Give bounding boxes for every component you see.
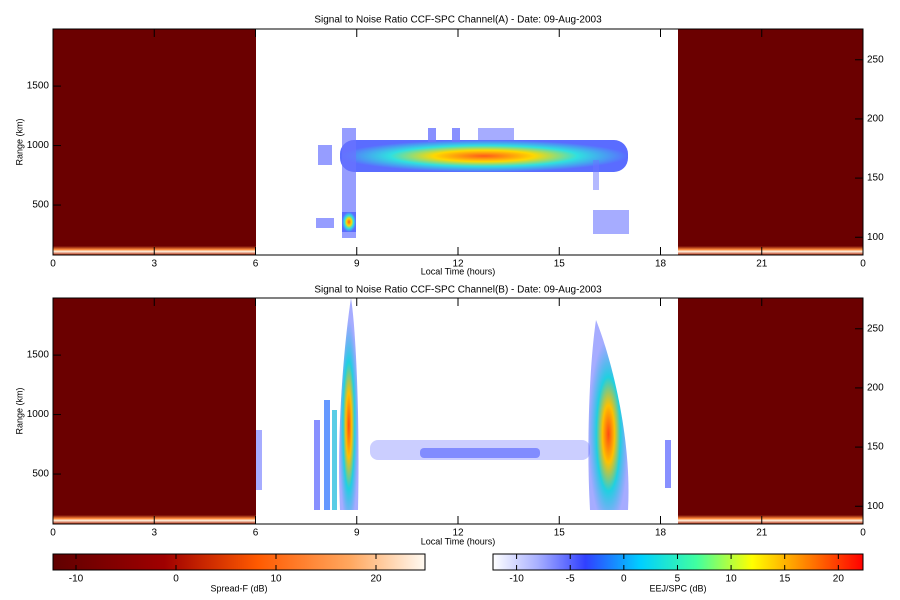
y2-tick-label: 100 bbox=[867, 232, 884, 243]
colorbar-tick-label: 15 bbox=[779, 574, 791, 585]
y-tick-label: 1500 bbox=[27, 81, 50, 92]
x-axis-label: Local Time (hours) bbox=[421, 536, 496, 546]
y2-tick-label: 150 bbox=[867, 173, 884, 184]
y-axis-label: Range (km) bbox=[14, 118, 24, 165]
y-axis-label: Range (km) bbox=[14, 387, 24, 434]
x-tick-label: 6 bbox=[253, 259, 259, 270]
x-tick-label: 3 bbox=[151, 528, 157, 539]
x-tick-label: 0 bbox=[50, 528, 56, 539]
y2-tick-label: 100 bbox=[867, 501, 884, 512]
y2-tick-label: 200 bbox=[867, 114, 884, 125]
x-axis-label: Local Time (hours) bbox=[421, 266, 496, 276]
colorbar-tick-label: -10 bbox=[509, 574, 524, 585]
colorbar-tick-label: -10 bbox=[69, 574, 84, 585]
x-tick-label: 21 bbox=[756, 259, 768, 270]
y2-tick-label: 200 bbox=[867, 383, 884, 394]
colorbar-tick-label: 10 bbox=[726, 574, 738, 585]
y-tick-label: 500 bbox=[32, 469, 49, 480]
colorbar-tick-label: 20 bbox=[833, 574, 845, 585]
x-tick-label: 21 bbox=[756, 528, 768, 539]
chart-title: Signal to Noise Ratio CCF-SPC Channel(B)… bbox=[314, 285, 602, 296]
colorbar-tick-label: 5 bbox=[675, 574, 681, 585]
colorbar-tick-label: -5 bbox=[566, 574, 575, 585]
colorbar bbox=[52, 553, 426, 571]
colorbar-label: EEJ/SPC (dB) bbox=[649, 583, 706, 593]
y-tick-label: 1000 bbox=[27, 140, 50, 151]
x-tick-label: 0 bbox=[860, 259, 866, 270]
colorbar-tick-label: 0 bbox=[173, 574, 179, 585]
colorbar-tick-label: 0 bbox=[621, 574, 627, 585]
colorbar-tick-label: 10 bbox=[270, 574, 282, 585]
y2-tick-label: 250 bbox=[867, 54, 884, 65]
chart-title: Signal to Noise Ratio CCF-SPC Channel(A)… bbox=[314, 15, 602, 26]
y2-tick-label: 150 bbox=[867, 442, 884, 453]
y-tick-label: 1000 bbox=[27, 409, 50, 420]
y-tick-label: 500 bbox=[32, 200, 49, 211]
x-tick-label: 6 bbox=[253, 528, 259, 539]
x-tick-label: 0 bbox=[860, 528, 866, 539]
colorbar bbox=[492, 553, 864, 571]
x-tick-label: 18 bbox=[655, 259, 667, 270]
x-tick-label: 9 bbox=[354, 528, 360, 539]
x-tick-label: 15 bbox=[554, 528, 566, 539]
y-tick-label: 1500 bbox=[27, 350, 50, 361]
heatmap-image bbox=[53, 29, 863, 255]
x-tick-label: 15 bbox=[554, 259, 566, 270]
x-tick-label: 12 bbox=[452, 528, 464, 539]
x-tick-label: 18 bbox=[655, 528, 667, 539]
x-tick-label: 12 bbox=[452, 259, 464, 270]
colorbar-label: Spread-F (dB) bbox=[210, 583, 267, 593]
heatmap-image bbox=[53, 298, 863, 524]
colorbar-tick-label: 20 bbox=[370, 574, 382, 585]
x-tick-label: 3 bbox=[151, 259, 157, 270]
x-tick-label: 9 bbox=[354, 259, 360, 270]
x-tick-label: 0 bbox=[50, 259, 56, 270]
y2-tick-label: 250 bbox=[867, 323, 884, 334]
